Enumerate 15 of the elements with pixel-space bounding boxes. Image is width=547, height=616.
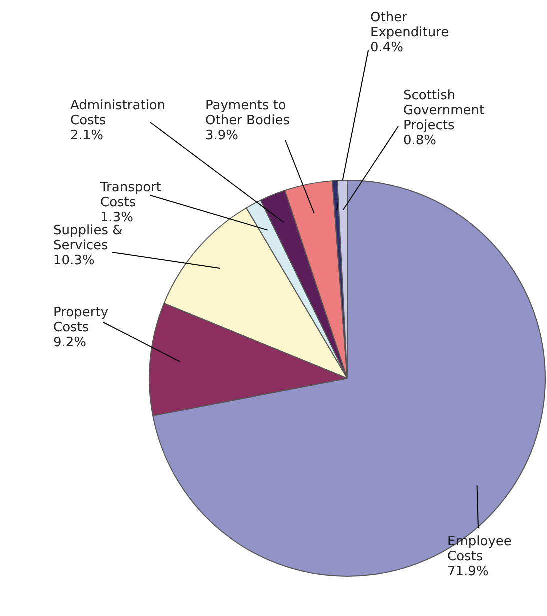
data-label: 9.2% bbox=[54, 336, 87, 350]
data-label: 0.8% bbox=[404, 134, 437, 148]
data-label: 1.3% bbox=[100, 210, 134, 226]
data-label: 10.3% bbox=[54, 254, 95, 268]
slice-label: Payments to Other Bodies bbox=[206, 98, 290, 128]
data-label: 2.1% bbox=[70, 128, 104, 144]
data-label: 3.9% bbox=[206, 128, 239, 144]
data-label: 71.9% bbox=[448, 564, 489, 580]
data-label: 0.4% bbox=[370, 40, 404, 56]
slice-label: Other Expenditure bbox=[370, 10, 450, 40]
slice-label: Scottish Government Projects bbox=[404, 88, 485, 134]
slice-label: Property Costs bbox=[54, 306, 109, 336]
slice-label: Supplies & Services bbox=[54, 224, 123, 254]
slice-label: Administration Costs bbox=[70, 98, 166, 128]
slice-label: Transport Costs bbox=[100, 180, 162, 210]
